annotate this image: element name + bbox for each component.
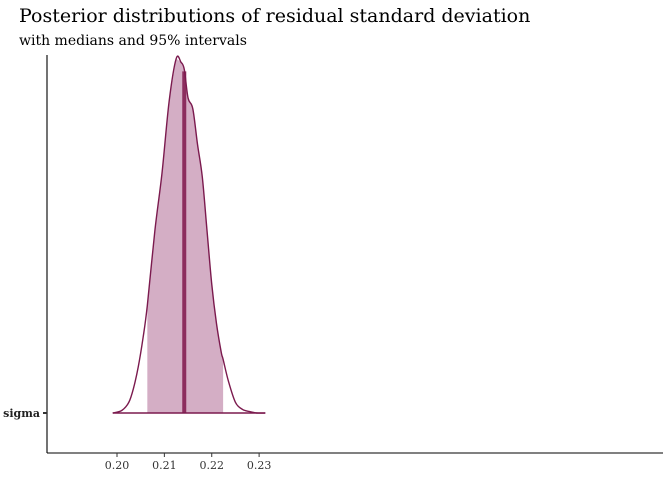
chart-subtitle: with medians and 95% intervals [19, 33, 247, 49]
density-curve [112, 55, 266, 414]
x-tick-label: 0.23 [247, 459, 272, 472]
chart-title: Posterior distributions of residual stan… [19, 5, 530, 27]
x-axis-ticks: 0.20 0.21 0.22 0.23 [105, 453, 272, 472]
x-tick-label: 0.20 [105, 459, 130, 472]
y-tick-label-sigma: sigma [3, 407, 40, 420]
x-tick-label: 0.22 [199, 459, 224, 472]
plot-area [112, 55, 266, 414]
x-tick-label: 0.21 [152, 459, 177, 472]
y-axis-ticks: sigma [3, 407, 47, 420]
